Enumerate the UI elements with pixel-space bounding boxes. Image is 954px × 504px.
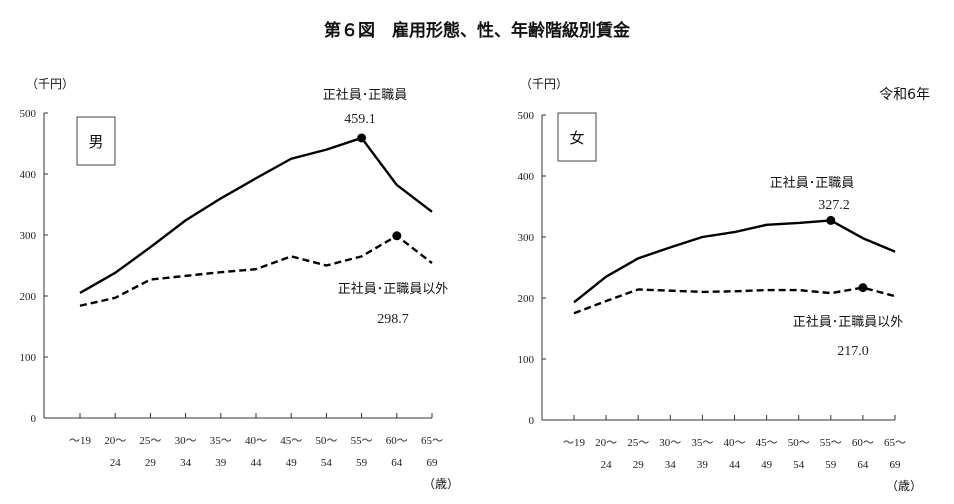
y-tick-label: 500 [518,110,535,122]
x-axis-unit: （歳） [886,479,922,493]
x-tick-label: 45～ [280,435,302,447]
x-tick-label: 29 [633,459,645,471]
y-tick-label: 0 [31,413,37,425]
x-tick-label: 20～ [595,437,617,449]
x-tick-label: 64 [857,459,869,471]
series-line [79,136,433,294]
x-tick-label: 59 [825,459,837,471]
x-tick-label: 60～ [852,437,874,449]
peak-marker [826,215,836,225]
x-tick-label: 45～ [756,437,778,449]
x-tick-label: 40～ [245,435,267,447]
peak-marker [357,133,367,143]
y-tick-label: 100 [518,354,535,366]
x-tick-label: 59 [356,457,368,469]
peak-value-label: 298.7 [377,312,409,327]
y-axis-unit: （千円） [26,77,74,91]
x-tick-label: 49 [761,459,773,471]
x-tick-label: 34 [665,459,677,471]
year-label: 令和6年 [879,87,930,103]
x-tick-label: 39 [697,459,709,471]
x-tick-label: 54 [321,457,333,469]
x-tick-label: 69 [890,459,902,471]
x-tick-label: 35～ [691,437,713,449]
peak-value-label: 217.0 [837,344,869,359]
panel-label: 女 [569,129,584,147]
x-tick-label: 69 [427,457,439,469]
x-tick-label: 55～ [351,435,373,447]
y-tick-label: 500 [20,108,37,120]
series-label: 正社員･正職員 [323,87,408,103]
y-tick-label: 400 [20,169,37,181]
x-tick-label: ～19 [69,435,91,447]
peak-value-label: 327.2 [818,198,850,213]
y-tick-label: 0 [529,415,535,427]
x-tick-label: 50～ [788,437,810,449]
x-tick-label: 34 [180,457,192,469]
series-line [573,286,896,315]
series-line [79,234,433,307]
x-tick-label: 25～ [139,435,161,447]
x-tick-label: 39 [215,457,227,469]
x-tick-label: 40～ [724,437,746,449]
x-tick-label: 65～ [421,435,443,447]
series-label: 正社員･正職員以外 [338,281,449,297]
x-tick-label: 44 [251,457,263,469]
y-tick-label: 400 [518,171,535,183]
x-tick-label: 64 [391,457,403,469]
peak-marker [858,283,868,293]
y-tick-label: 200 [518,293,535,305]
x-tick-label: 20～ [104,435,126,447]
x-tick-label: 50～ [315,435,337,447]
x-tick-label: 35～ [210,435,232,447]
x-tick-label: 55～ [820,437,842,449]
y-tick-label: 300 [518,232,535,244]
x-tick-label: 54 [793,459,805,471]
x-tick-label: ～19 [563,437,585,449]
x-axis-unit: （歳） [423,477,459,491]
x-tick-label: 24 [601,459,613,471]
x-tick-label: 60～ [386,435,408,447]
y-tick-label: 300 [20,230,37,242]
chart-title: 第６図 雇用形態、性、年齢階級別賃金 [324,20,631,41]
panel-label-box [557,112,597,162]
series-label: 正社員･正職員以外 [793,314,904,330]
x-tick-label: 29 [145,457,157,469]
x-tick-label: 24 [110,457,122,469]
x-tick-label: 44 [729,459,741,471]
panel-label-box [76,116,116,166]
peak-marker [392,231,402,241]
series-label: 正社員･正職員 [770,175,855,191]
x-tick-label: 30～ [175,435,197,447]
y-tick-label: 100 [20,352,37,364]
series-line [573,219,896,304]
x-tick-label: 49 [286,457,298,469]
panel-label: 男 [88,133,103,151]
x-tick-label: 65～ [884,437,906,449]
x-tick-label: 30～ [659,437,681,449]
y-axis-unit: （千円） [520,77,568,91]
x-tick-label: 25～ [627,437,649,449]
peak-value-label: 459.1 [344,112,376,127]
y-tick-label: 200 [20,291,37,303]
